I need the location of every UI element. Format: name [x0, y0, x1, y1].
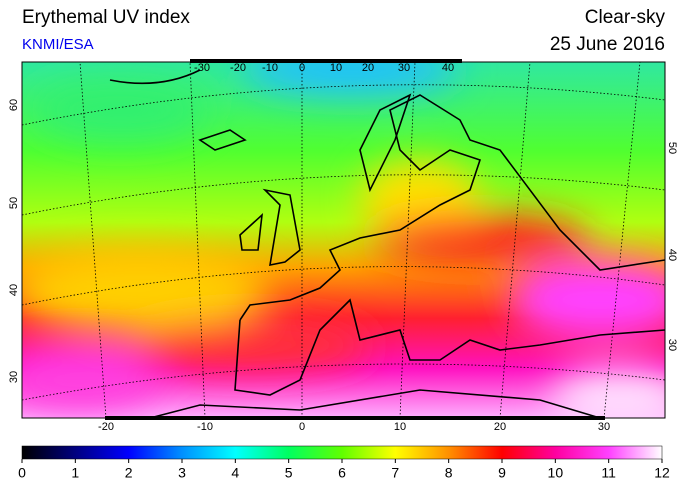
top-axis-label: -30	[194, 62, 210, 74]
top-axis-label: 30	[398, 62, 410, 74]
colorbar-label: 11	[601, 465, 616, 481]
top-axis-label: 10	[330, 62, 342, 74]
colorbar-label: 7	[391, 465, 399, 481]
mode: Clear-sky	[585, 7, 666, 28]
colorbar-label: 0	[18, 465, 26, 481]
date: 25 June 2016	[550, 34, 665, 55]
right-axis-label: 50	[666, 142, 678, 154]
colorbar-label: 4	[231, 465, 239, 481]
left-axis-label: 50	[8, 197, 20, 209]
right-axis-label: 30	[666, 339, 678, 351]
colorbar-label: 8	[445, 465, 453, 481]
colorbar-label: 10	[548, 465, 564, 481]
colorbar	[21, 445, 663, 460]
colorbar-label: 6	[338, 465, 346, 481]
left-axis-label: 30	[8, 371, 20, 383]
bottom-axis-label: 30	[598, 421, 610, 433]
colorbar-label: 5	[285, 465, 293, 481]
top-axis-label: 0	[299, 62, 305, 74]
top-axis-bar	[190, 59, 462, 63]
top-axis-label: 20	[362, 62, 374, 74]
right-axis-label: 40	[666, 249, 678, 261]
colorbar-label: 1	[71, 465, 79, 481]
left-axis-label: 40	[8, 284, 20, 296]
left-axis-label: 60	[8, 99, 20, 111]
top-axis-label: -10	[262, 62, 278, 74]
colorbar-label: 12	[654, 465, 670, 481]
bottom-axis-bar	[105, 416, 605, 420]
colorbar-label: 2	[125, 465, 133, 481]
uv-field	[22, 62, 665, 418]
title: Erythemal UV index	[22, 7, 190, 28]
colorbar-label: 9	[498, 465, 506, 481]
bottom-axis-label: 0	[299, 421, 305, 433]
bottom-axis-label: -10	[197, 421, 213, 433]
bottom-axis-label: -20	[98, 421, 114, 433]
top-axis-label: 40	[442, 62, 454, 74]
colorbar-label: 3	[178, 465, 186, 481]
top-axis-label: -20	[230, 62, 246, 74]
bottom-axis-label: 20	[494, 421, 506, 433]
source: KNMI/ESA	[22, 36, 94, 53]
bottom-axis-label: 10	[394, 421, 406, 433]
